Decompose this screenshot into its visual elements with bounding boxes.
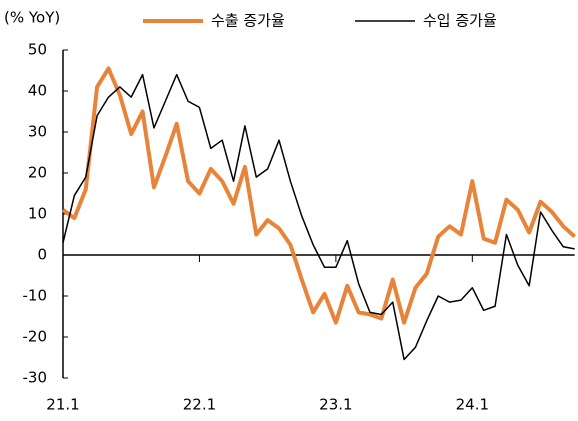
x-tick-label: 24.1: [456, 396, 489, 414]
x-tick-label: 21.1: [46, 396, 79, 414]
x-tick-label: 22.1: [183, 396, 216, 414]
x-tick-label: 23.1: [319, 396, 352, 414]
y-tick-label: 30: [28, 123, 47, 141]
y-tick-label: 40: [28, 82, 47, 100]
y-tick-label: 0: [37, 246, 47, 264]
legend-label: 수입 증가율: [423, 12, 497, 30]
legend-label: 수출 증가율: [211, 12, 285, 30]
y-tick-label: 20: [28, 164, 47, 182]
series-line: [61, 66, 576, 325]
y-axis-label: (% YoY): [4, 9, 60, 27]
y-tick-label: -10: [23, 287, 48, 305]
series-line: [62, 73, 575, 361]
y-tick-label: 10: [28, 205, 47, 223]
y-tick-label: -30: [23, 369, 48, 387]
y-tick-label: 50: [28, 41, 47, 59]
y-tick-label: -20: [23, 328, 48, 346]
